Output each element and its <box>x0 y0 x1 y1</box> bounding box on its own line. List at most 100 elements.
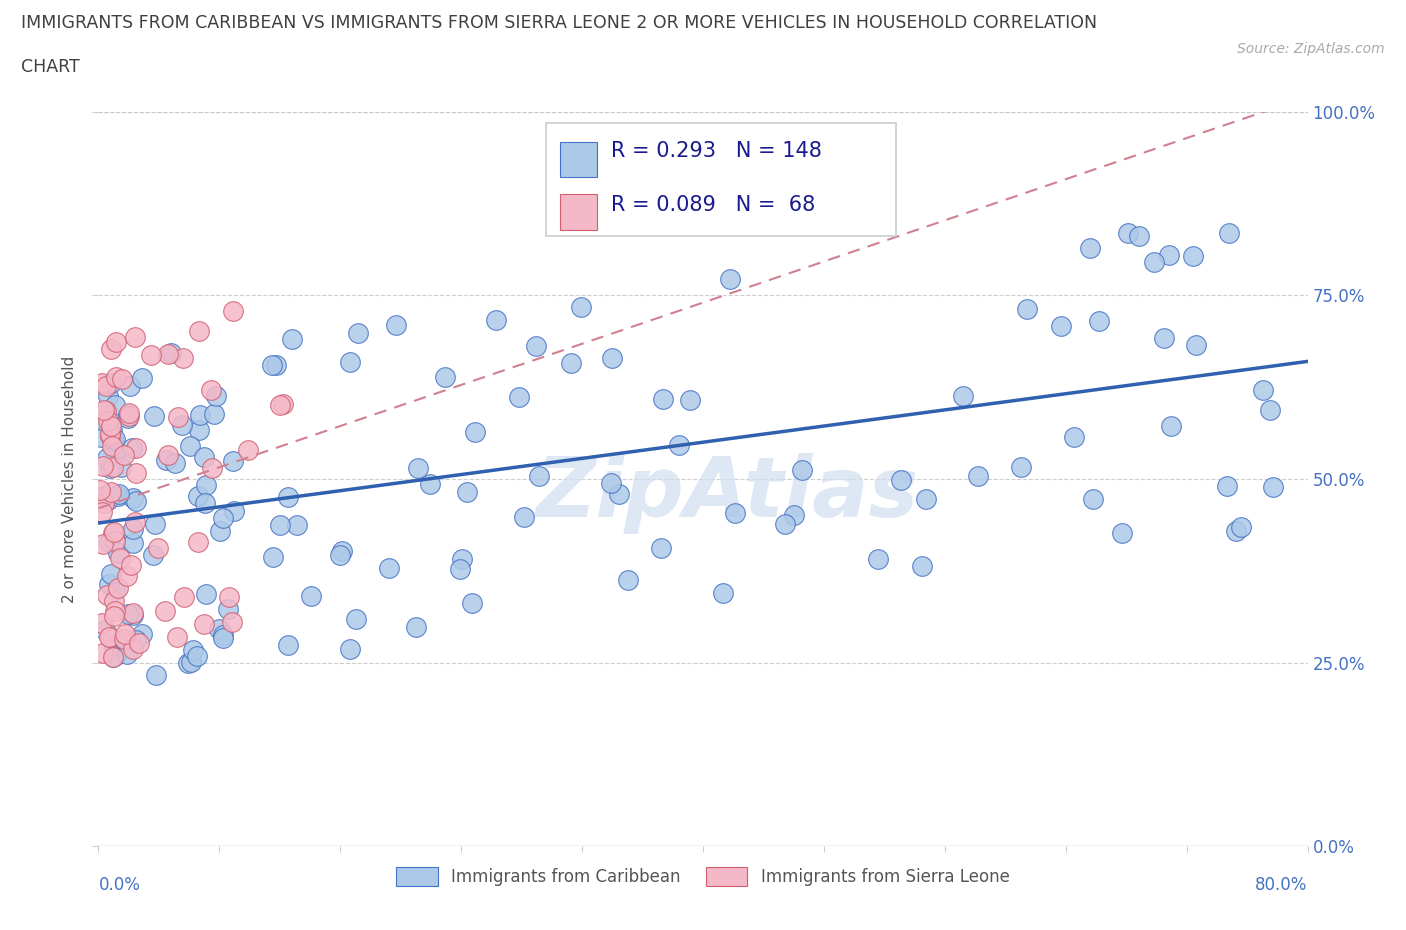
Point <box>101 650 124 665</box>
Point <box>783 508 806 523</box>
Point <box>456 485 478 499</box>
Point <box>89 483 111 498</box>
Point <box>104 647 127 662</box>
Point <box>98 427 121 442</box>
Point <box>91 458 114 473</box>
Point <box>1128 228 1150 243</box>
Point <box>529 469 551 484</box>
Point <box>1230 519 1253 534</box>
Point <box>103 525 125 540</box>
Point <box>1111 525 1133 540</box>
Point <box>419 476 441 491</box>
Point <box>723 506 745 521</box>
Point <box>650 540 672 555</box>
Point <box>98 534 121 549</box>
Text: R = 0.089   N =  68: R = 0.089 N = 68 <box>612 194 815 215</box>
Point <box>90 376 112 391</box>
Point <box>513 510 536 525</box>
Point <box>1218 226 1240 241</box>
Point <box>187 324 209 339</box>
Point <box>193 449 215 464</box>
Point <box>121 607 143 622</box>
Point <box>114 632 136 647</box>
Point <box>96 588 118 603</box>
Point <box>139 347 162 362</box>
Point <box>104 582 127 597</box>
Point <box>204 388 226 403</box>
Point <box>97 389 120 404</box>
Point <box>1010 459 1032 474</box>
Point <box>98 630 121 644</box>
Point <box>1081 492 1104 507</box>
Point <box>218 590 240 604</box>
Point <box>176 656 198 671</box>
Point <box>211 511 233 525</box>
FancyBboxPatch shape <box>546 123 897 236</box>
Text: IMMIGRANTS FROM CARIBBEAN VS IMMIGRANTS FROM SIERRA LEONE 2 OR MORE VEHICLES IN : IMMIGRANTS FROM CARIBBEAN VS IMMIGRANTS … <box>21 14 1097 32</box>
Point <box>269 518 291 533</box>
Point <box>193 617 215 631</box>
Point <box>143 408 166 423</box>
Point <box>93 413 115 428</box>
Point <box>201 460 224 475</box>
Point <box>118 379 141 393</box>
Point <box>607 486 630 501</box>
Point <box>172 351 194 365</box>
Point <box>1225 524 1247 538</box>
Point <box>339 642 361 657</box>
Point <box>104 533 127 548</box>
Point <box>107 486 129 501</box>
Point <box>98 630 121 644</box>
Point <box>121 642 143 657</box>
Point <box>450 551 472 566</box>
Point <box>163 456 186 471</box>
Point <box>560 356 582 371</box>
Point <box>98 428 121 443</box>
Legend: Immigrants from Caribbean, Immigrants from Sierra Leone: Immigrants from Caribbean, Immigrants fr… <box>389 860 1017 893</box>
Point <box>104 534 127 549</box>
Point <box>125 494 148 509</box>
Point <box>194 496 217 511</box>
Point <box>1080 241 1102 256</box>
Point <box>212 631 235 645</box>
Point <box>122 536 145 551</box>
Point <box>97 493 120 508</box>
FancyBboxPatch shape <box>561 142 596 178</box>
Point <box>652 392 675 406</box>
Point <box>105 369 128 384</box>
Point <box>112 632 135 647</box>
Point <box>911 559 934 574</box>
Point <box>103 639 125 654</box>
Point <box>773 516 796 531</box>
Point <box>146 540 169 555</box>
Point <box>125 632 148 647</box>
Point <box>111 371 134 386</box>
Point <box>96 451 118 466</box>
Point <box>97 577 120 591</box>
Point <box>195 586 218 601</box>
Point <box>101 459 124 474</box>
Point <box>1116 226 1139 241</box>
Point <box>262 550 284 565</box>
Point <box>128 636 150 651</box>
Point <box>236 443 259 458</box>
Point <box>125 466 148 481</box>
Point <box>434 370 457 385</box>
Point <box>107 489 129 504</box>
Text: 0.0%: 0.0% <box>98 876 141 894</box>
Point <box>108 551 131 565</box>
Point <box>103 432 125 447</box>
Point <box>114 626 136 641</box>
Point <box>101 439 124 454</box>
Point <box>187 488 209 503</box>
Point <box>1181 249 1204 264</box>
Point <box>118 405 141 420</box>
Point <box>115 568 138 583</box>
Point <box>103 593 125 608</box>
Point <box>166 630 188 644</box>
Point <box>571 299 593 314</box>
Point <box>600 351 623 365</box>
Point <box>1215 478 1237 493</box>
Point <box>103 609 125 624</box>
Point <box>104 446 127 461</box>
